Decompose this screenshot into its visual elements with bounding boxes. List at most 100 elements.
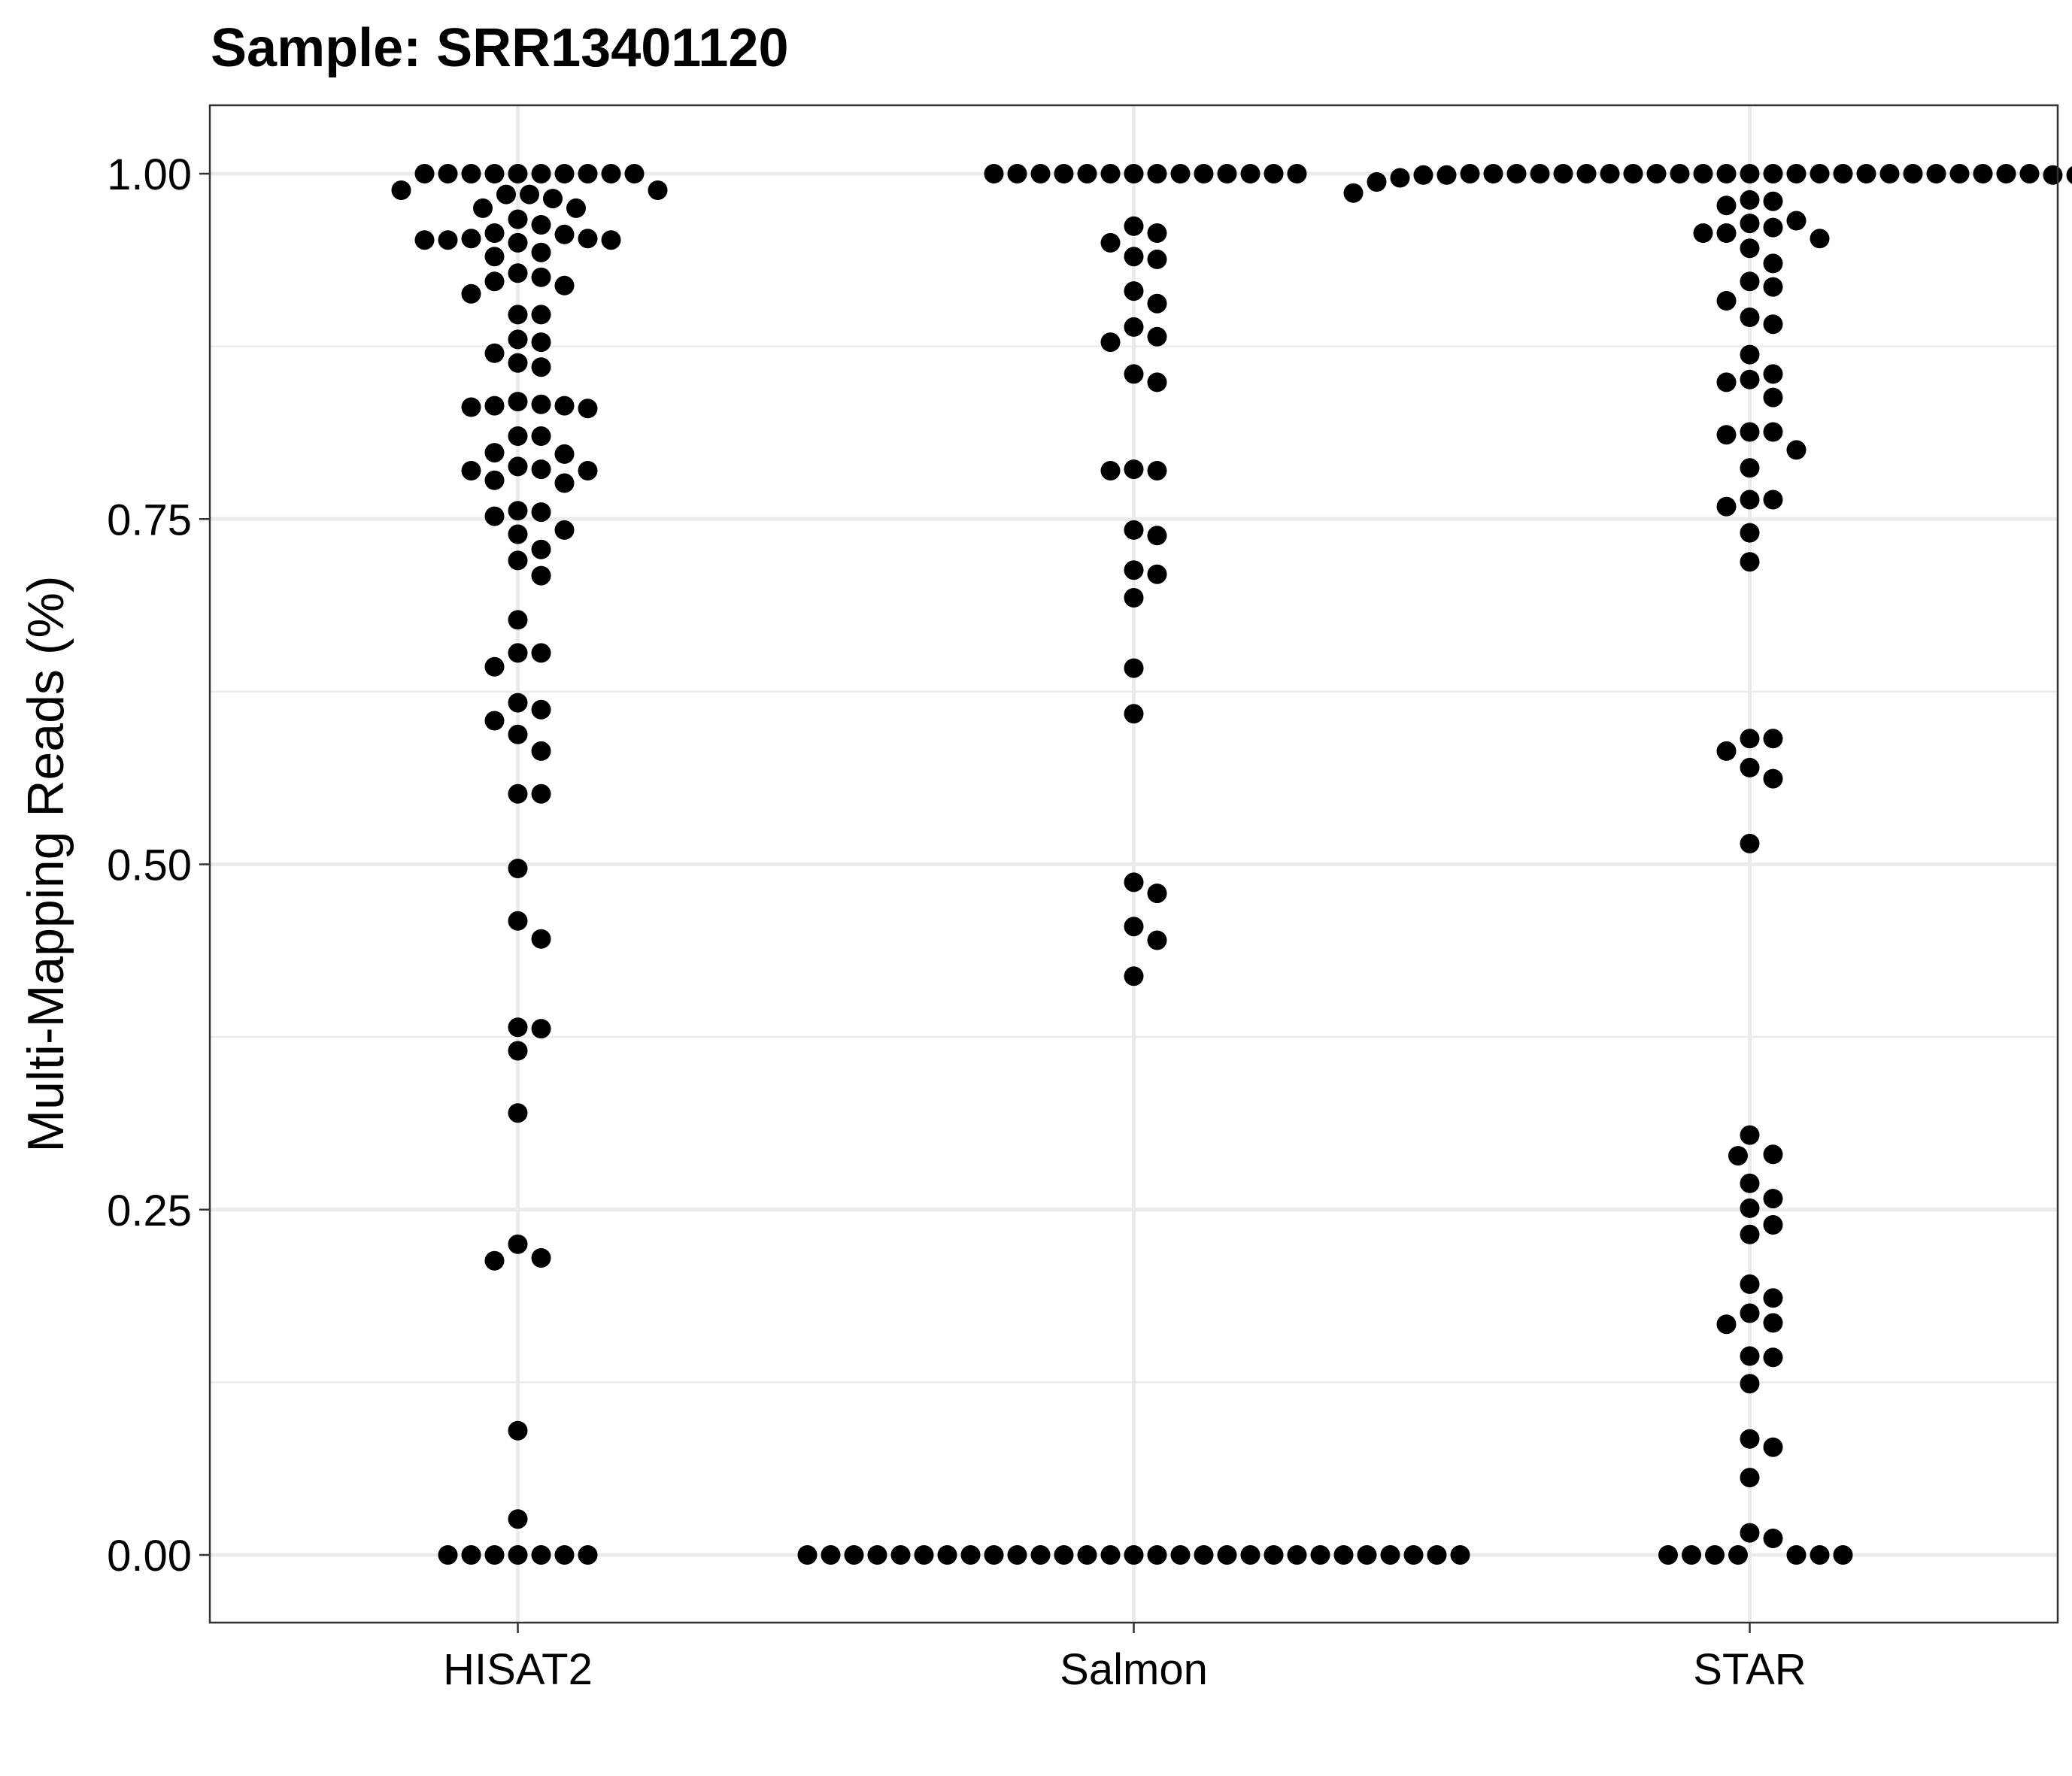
data-point-star	[1996, 164, 2016, 183]
data-point-star	[1833, 1545, 1853, 1565]
data-point-star	[1740, 1523, 1760, 1543]
data-point-star	[1740, 308, 1760, 327]
data-point-hisat2	[578, 164, 598, 183]
data-point-hisat2	[508, 1509, 528, 1529]
data-point-hisat2	[554, 396, 575, 416]
data-point-star	[1740, 238, 1760, 259]
data-point-salmon	[1054, 1545, 1074, 1565]
data-point-salmon	[1030, 1545, 1051, 1565]
data-point-hisat2	[508, 1103, 528, 1123]
data-point-star	[1740, 1303, 1760, 1323]
data-point-star	[1763, 1313, 1783, 1333]
data-point-star	[1740, 833, 1760, 853]
axes: 0.00 0.25 0.50 0.75 1.00 HISAT2 Salmon STAR	[107, 150, 1807, 1694]
data-point-salmon	[1240, 1545, 1260, 1565]
data-point-star	[1740, 1468, 1760, 1488]
data-point-hisat2	[531, 426, 551, 446]
data-point-star	[1763, 1215, 1783, 1235]
data-point-salmon	[1357, 1545, 1377, 1565]
data-point-star	[1903, 164, 1923, 183]
data-point-star	[1553, 164, 1573, 183]
data-point-star	[1740, 552, 1760, 572]
data-point-hisat2	[508, 1041, 528, 1061]
data-point-hisat2	[531, 164, 551, 183]
data-point-hisat2	[578, 1545, 598, 1565]
data-point-star	[1740, 344, 1760, 365]
data-point-salmon	[1124, 459, 1144, 480]
data-point-salmon	[1147, 372, 1167, 392]
data-point-salmon	[1124, 317, 1144, 337]
data-point-star	[1716, 741, 1737, 761]
data-point-hisat2	[508, 1234, 528, 1254]
data-point-hisat2	[508, 911, 528, 931]
data-point-hisat2	[508, 329, 528, 350]
data-point-hisat2	[531, 783, 551, 804]
data-point-hisat2	[578, 399, 598, 419]
data-point-star	[1682, 1545, 1701, 1565]
data-point-star	[1740, 1224, 1760, 1244]
y-tick-label: 0.75	[107, 496, 192, 544]
data-point-star	[1716, 164, 1737, 183]
data-point-hisat2	[508, 610, 528, 630]
data-point-hisat2	[508, 1017, 528, 1038]
data-point-hisat2	[484, 470, 505, 490]
data-point-salmon	[914, 1545, 934, 1565]
data-point-star	[1763, 1437, 1783, 1457]
data-point-star	[1740, 1429, 1760, 1449]
data-point-hisat2	[531, 1545, 551, 1565]
data-point-hisat2	[578, 229, 598, 249]
data-point-hisat2	[484, 656, 505, 677]
data-point-hisat2	[508, 305, 528, 325]
data-point-salmon	[1147, 223, 1167, 243]
y-tick-label: 0.25	[107, 1187, 192, 1235]
data-point-hisat2	[484, 164, 505, 183]
data-point-salmon	[1240, 164, 1260, 183]
data-point-hisat2	[531, 699, 551, 720]
data-point-star	[1740, 271, 1760, 292]
data-point-star	[1763, 1529, 1783, 1548]
data-point-hisat2	[438, 164, 458, 183]
data-point-star	[1973, 164, 1993, 183]
data-point-salmon	[1100, 232, 1121, 253]
data-point-salmon	[1124, 1545, 1144, 1565]
data-point-star	[1763, 768, 1783, 789]
data-point-star	[2019, 164, 2040, 183]
data-point-hisat2	[531, 1248, 551, 1268]
data-point-star	[1740, 729, 1760, 749]
data-point-star	[1833, 164, 1853, 183]
data-point-hisat2	[508, 456, 528, 477]
data-point-salmon	[1427, 1545, 1447, 1565]
data-points	[391, 164, 2072, 1565]
data-point-star	[1716, 291, 1737, 311]
data-point-hisat2	[554, 444, 575, 464]
data-point-hisat2	[473, 198, 493, 218]
data-point-star	[1763, 253, 1783, 274]
data-point-star	[1740, 523, 1760, 543]
data-point-star	[1740, 422, 1760, 442]
data-point-star	[1646, 164, 1667, 183]
data-point-hisat2	[566, 198, 586, 218]
data-point-star	[1740, 214, 1760, 234]
data-point-star	[1763, 277, 1783, 297]
data-point-star	[1693, 223, 1713, 243]
data-point-hisat2	[484, 396, 505, 416]
data-point-salmon	[821, 1545, 841, 1565]
data-point-hisat2	[484, 343, 505, 363]
data-point-hisat2	[508, 353, 528, 373]
data-point-salmon	[1124, 872, 1144, 893]
data-point-star	[1716, 372, 1737, 392]
data-point-star	[1693, 164, 1713, 183]
data-point-salmon	[1124, 164, 1144, 183]
data-point-hisat2	[531, 305, 551, 325]
data-point-hisat2	[461, 461, 481, 480]
y-tick-label: 1.00	[107, 150, 192, 199]
data-point-salmon	[1100, 1545, 1121, 1565]
y-tick-label: 0.00	[107, 1532, 192, 1581]
data-point-hisat2	[461, 283, 481, 304]
data-point-hisat2	[531, 565, 551, 586]
data-point-hisat2	[554, 275, 575, 295]
data-point-hisat2	[508, 392, 528, 412]
data-point-star	[1390, 168, 1410, 188]
data-point-hisat2	[414, 164, 435, 183]
data-point-star	[1530, 164, 1550, 183]
